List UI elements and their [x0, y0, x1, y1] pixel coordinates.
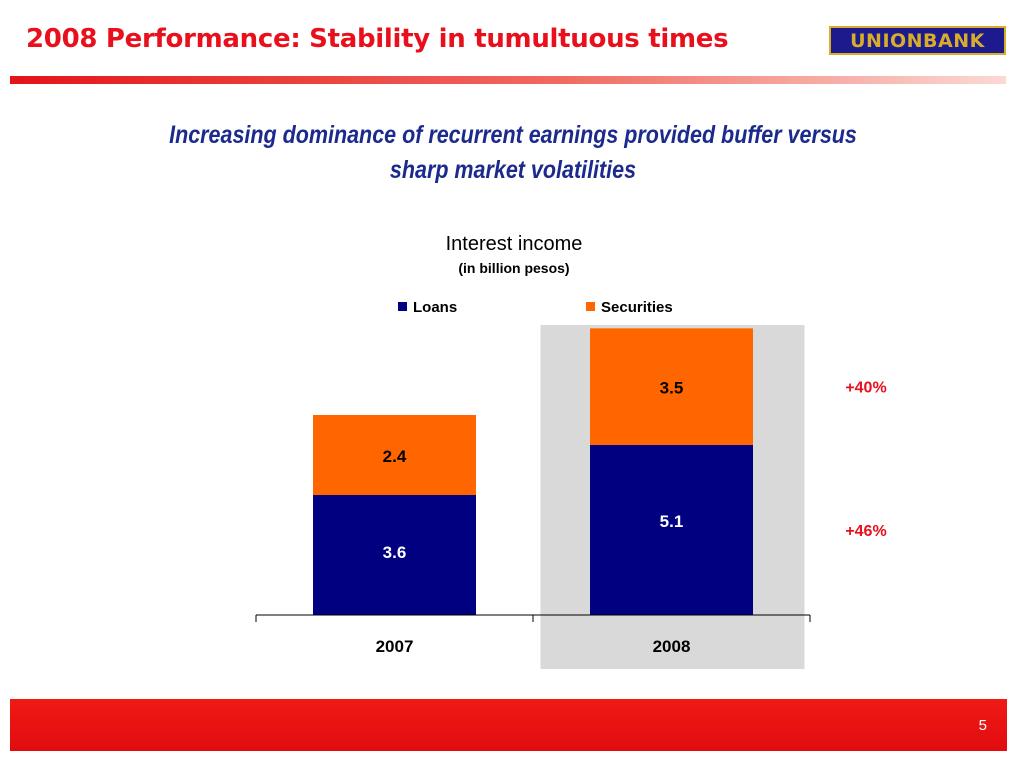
legend-label-securities: Securities	[601, 299, 673, 316]
data-label-securities-2008: 3.5	[660, 379, 684, 398]
growth-annotation-loans: +46%	[845, 523, 886, 540]
growth-annotation-securities: +40%	[845, 380, 886, 397]
logo-wordmark: UNIONBANK	[850, 29, 985, 52]
data-label-loans-2008: 5.1	[660, 512, 684, 531]
slide-title: 2008 Performance: Stability in tumultuou…	[26, 24, 729, 54]
bar-loans-2007	[313, 495, 476, 615]
page-number: 5	[978, 717, 987, 734]
footer-bar: 5	[10, 699, 1007, 751]
subtitle-line-1: Increasing dominance of recurrent earnin…	[169, 121, 857, 149]
data-label-loans-2007: 3.6	[383, 543, 407, 562]
chart-subtitle: (in billion pesos)	[458, 260, 569, 276]
title-divider	[10, 76, 1006, 84]
unionbank-logo: UNIONBANK	[829, 26, 1006, 55]
slide-subtitle: Increasing dominance of recurrent earnin…	[158, 118, 868, 188]
legend-swatch-securities	[586, 302, 595, 311]
x-tick-label-2008: 2008	[653, 637, 691, 656]
legend-swatch-loans	[398, 302, 407, 311]
bar-securities-2008	[590, 328, 753, 445]
x-tick-label-2007: 2007	[376, 637, 414, 656]
bar-securities-2007	[313, 415, 476, 495]
subtitle-line-2: sharp market volatilities	[389, 156, 637, 184]
bar-loans-2008	[590, 445, 753, 615]
chart-title: Interest income	[446, 233, 583, 255]
data-label-securities-2007: 2.4	[383, 447, 407, 466]
legend-label-loans: Loans	[413, 299, 457, 316]
